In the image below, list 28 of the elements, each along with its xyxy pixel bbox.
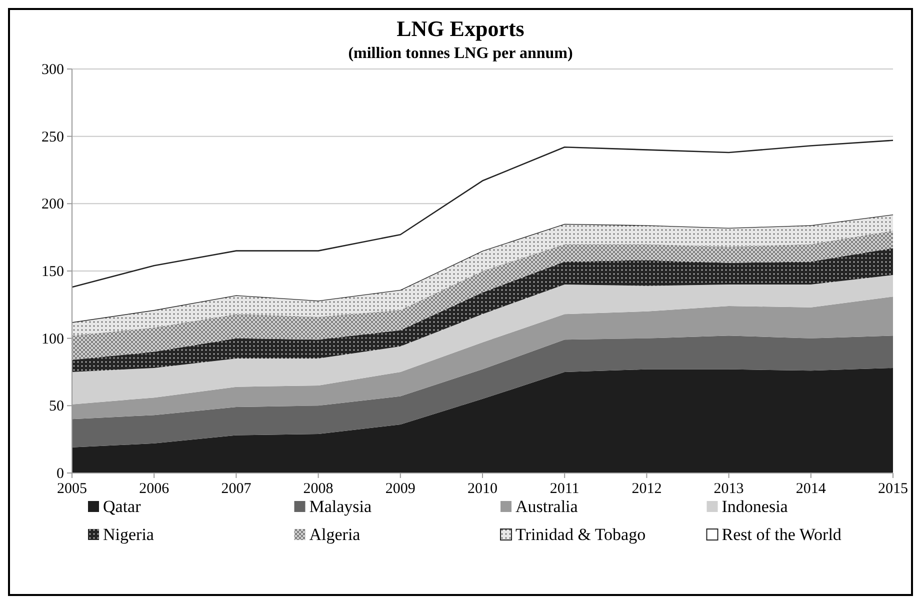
legend-label: Nigeria [103, 525, 154, 544]
y-tick-label: 100 [42, 331, 64, 348]
x-tick-label: 2005 [57, 481, 87, 497]
x-tick-label: 2007 [221, 481, 252, 497]
y-tick-label: 200 [42, 196, 64, 213]
legend-label: Trinidad & Tobago [516, 525, 646, 544]
legend-label: Algeria [309, 525, 361, 544]
y-tick-label: 50 [49, 398, 64, 415]
legend-label: Rest of the World [722, 525, 842, 544]
x-tick-label: 2008 [303, 481, 334, 497]
x-tick-label: 2009 [385, 481, 416, 497]
x-tick-label: 2011 [550, 481, 580, 497]
x-tick-label: 2013 [714, 481, 744, 497]
x-tick-label: 2014 [796, 481, 826, 497]
y-tick-label: 0 [56, 466, 64, 482]
x-tick-label: 2010 [468, 481, 498, 497]
legend-label: Qatar [103, 497, 142, 516]
legend-label: Australia [516, 497, 578, 516]
chart-subtitle: (million tonnes LNG per annum) [348, 45, 573, 62]
y-tick-label: 250 [42, 129, 64, 146]
y-tick-label: 150 [42, 264, 64, 280]
chart-title: LNG Exports [396, 16, 525, 41]
x-tick-label: 2012 [632, 481, 662, 497]
x-tick-label: 2006 [139, 481, 170, 497]
y-tick-label: 300 [42, 62, 64, 78]
legend-label: Indonesia [722, 497, 788, 516]
x-tick-label: 2015 [878, 481, 908, 497]
legend-label: Malaysia [309, 497, 372, 516]
